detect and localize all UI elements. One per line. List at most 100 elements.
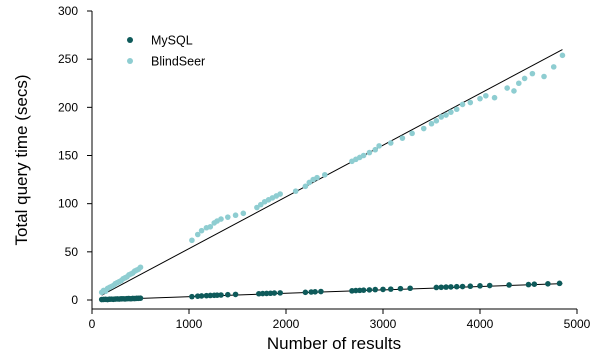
- blindseer-point: [438, 114, 445, 120]
- x-tick-label: 2000: [273, 317, 300, 331]
- y-tick-label: 50: [65, 245, 79, 259]
- mysql-point: [198, 293, 205, 299]
- mysql-point: [137, 295, 144, 301]
- mysql-point: [407, 285, 413, 292]
- blindseer-point: [306, 179, 313, 186]
- blindseer-point: [453, 106, 460, 113]
- mysql-point: [448, 284, 454, 290]
- blindseer-point: [240, 210, 247, 217]
- x-tick-label: 4000: [467, 317, 494, 331]
- mysql-point: [318, 288, 324, 295]
- mysql-point: [397, 285, 404, 292]
- blindseer-point: [314, 174, 320, 181]
- mysql-point: [232, 291, 239, 298]
- mysql-point: [189, 293, 195, 300]
- blindseer-point: [218, 216, 224, 222]
- mysql-point: [271, 290, 278, 296]
- blindseer-point: [376, 143, 382, 149]
- blindseer-point: [232, 212, 239, 219]
- blindseer-point: [194, 231, 201, 238]
- mysql-point: [372, 286, 379, 293]
- mysql-point: [545, 281, 551, 287]
- mysql-legend-marker: [127, 37, 133, 43]
- blindseer-point: [504, 85, 510, 91]
- blindseer-legend-label: BlindSeer: [151, 55, 205, 69]
- blindseer-point: [491, 94, 498, 101]
- x-tick-label: 3000: [370, 317, 397, 331]
- blindseer-point: [225, 214, 231, 220]
- blindseer-point: [448, 109, 454, 115]
- blindseer-point: [477, 95, 483, 102]
- y-tick-label: 200: [58, 100, 78, 114]
- mysql-point: [525, 281, 532, 288]
- mysql-point: [506, 282, 512, 288]
- mysql-legend-label: MySQL: [151, 34, 193, 48]
- blindseer-point: [521, 75, 528, 82]
- y-tick-label: 250: [58, 52, 78, 66]
- blindseer-point: [322, 171, 328, 178]
- blindseer-point: [428, 120, 435, 127]
- mysql-point: [453, 283, 460, 290]
- mysql-point: [218, 292, 224, 298]
- mysql-point: [277, 290, 283, 296]
- x-axis-title: Number of results: [267, 334, 401, 353]
- blindseer-point: [387, 140, 394, 146]
- mysql-point: [380, 286, 386, 293]
- mysql-point: [312, 289, 318, 295]
- legend: MySQL BlindSeer: [127, 34, 205, 69]
- blindseer-point: [467, 99, 474, 106]
- y-axis-title: Total query time (secs): [12, 75, 31, 246]
- blindseer-point: [366, 149, 373, 156]
- blindseer-point: [302, 183, 309, 190]
- blindseer-point: [516, 80, 522, 87]
- blindseer-point: [409, 130, 415, 137]
- y-tick-label: 150: [58, 149, 78, 163]
- mysql-point: [477, 283, 483, 289]
- blindseer-point: [559, 52, 566, 59]
- blindseer-point: [277, 191, 283, 197]
- blindseer-fit-line: [101, 49, 563, 296]
- mysql-point: [531, 281, 538, 288]
- fit-lines: [101, 49, 563, 301]
- blindseer-point: [189, 237, 195, 244]
- blindseer-point: [550, 64, 557, 70]
- blindseer-point: [443, 112, 449, 118]
- mysql-point: [259, 290, 266, 297]
- blindseer-point: [292, 188, 299, 194]
- blindseer-point: [254, 204, 260, 211]
- mysql-point: [387, 286, 394, 292]
- data-points: [98, 52, 566, 303]
- blindseer-point: [420, 125, 427, 132]
- mysql-point: [225, 291, 231, 298]
- blindseer-point: [360, 152, 367, 159]
- mysql-point: [556, 280, 563, 287]
- blindseer-point: [511, 88, 517, 94]
- blindseer-point: [433, 118, 440, 124]
- x-tick-label: 1000: [176, 317, 203, 331]
- mysql-point: [302, 289, 309, 296]
- blindseer-point: [459, 101, 466, 108]
- mysql-point: [433, 284, 440, 291]
- mysql-point: [486, 282, 493, 289]
- blindseer-point: [257, 201, 264, 208]
- blindseer-point: [483, 92, 489, 99]
- mysql-point: [459, 283, 466, 290]
- mysql-point: [467, 283, 474, 290]
- blindseer-point: [399, 135, 406, 141]
- mysql-point: [360, 287, 367, 293]
- x-tick-label: 5000: [564, 317, 591, 331]
- y-tick-label: 0: [71, 293, 78, 307]
- blindseer-point: [529, 70, 536, 77]
- blindseer-point: [198, 227, 205, 234]
- y-tick-label: 100: [58, 197, 78, 211]
- mysql-point: [438, 284, 445, 291]
- y-tick-label: 300: [58, 4, 78, 18]
- mysql-fit-line: [101, 283, 563, 301]
- blindseer-legend-marker: [127, 58, 133, 64]
- x-tick-label: 0: [89, 317, 96, 331]
- blindseer-point: [137, 264, 144, 271]
- blindseer-point: [372, 146, 379, 153]
